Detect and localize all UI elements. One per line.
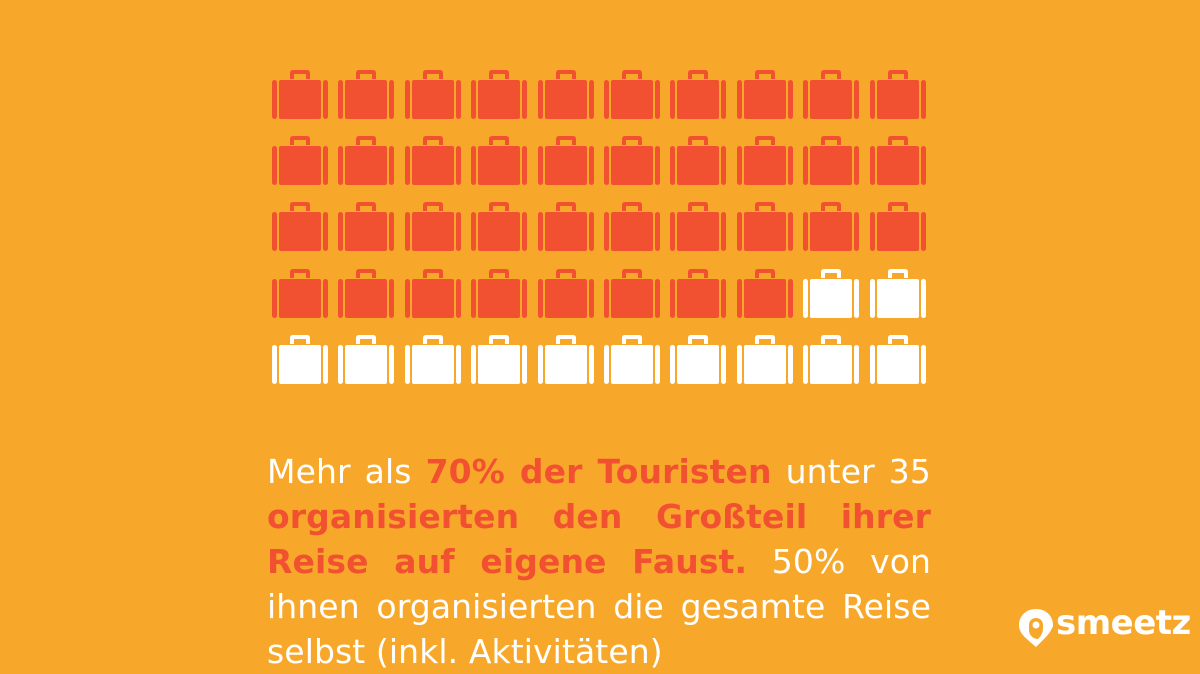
suitcase-icon-filled <box>803 70 860 119</box>
suitcase-icon-empty <box>338 334 395 384</box>
suitcase-icon-filled <box>272 70 328 119</box>
suitcase-icon-filled <box>869 136 926 186</box>
suitcase-icon-filled <box>736 268 793 318</box>
suitcase-icon-filled <box>670 70 727 119</box>
suitcase-icon-filled <box>869 202 926 252</box>
suitcase-icon-filled <box>471 136 528 186</box>
suitcase-icon-filled <box>272 268 328 318</box>
suitcase-icon-empty <box>803 268 860 318</box>
caption-segment: 50% von ihnen organisierten die gesamte … <box>267 542 932 671</box>
suitcase-icon-empty <box>272 334 328 384</box>
suitcase-icon-filled <box>736 202 793 252</box>
suitcase-icon-filled <box>537 268 594 318</box>
suitcase-icon-filled <box>537 70 594 119</box>
suitcase-icon-filled <box>404 268 461 318</box>
smeetz-logo: smeetz <box>1014 600 1191 650</box>
suitcase-icon-filled <box>604 202 660 252</box>
suitcase-icon-filled <box>404 202 461 252</box>
suitcase-icon-filled <box>404 136 461 186</box>
suitcase-icon-grid <box>272 70 926 384</box>
suitcase-icon-filled <box>803 136 860 186</box>
suitcase-icon-filled <box>736 70 793 119</box>
suitcase-icon-filled <box>604 268 660 318</box>
caption-text: Mehr als 70% der Touristen unter 35 orga… <box>267 449 931 674</box>
suitcase-icon-filled <box>670 136 727 186</box>
suitcase-icon-empty <box>869 268 926 318</box>
suitcase-icon-empty <box>604 334 660 384</box>
suitcase-icon-filled <box>803 202 860 252</box>
suitcase-icon-filled <box>670 268 727 318</box>
suitcase-icon-empty <box>471 334 528 384</box>
suitcase-icon-empty <box>803 334 860 384</box>
suitcase-icon-filled <box>471 70 528 119</box>
suitcase-icon-empty <box>670 334 727 384</box>
suitcase-icon-filled <box>272 136 328 186</box>
suitcase-icon-filled <box>471 202 528 252</box>
suitcase-icon-filled <box>869 70 926 119</box>
suitcase-icon-filled <box>338 136 395 186</box>
suitcase-icon-empty <box>736 334 793 384</box>
suitcase-icon-filled <box>338 268 395 318</box>
suitcase-icon-empty <box>404 334 461 384</box>
suitcase-icon-filled <box>537 136 594 186</box>
suitcase-icon-filled <box>338 202 395 252</box>
suitcase-icon-filled <box>471 268 528 318</box>
suitcase-icon-filled <box>670 202 727 252</box>
suitcase-icon-filled <box>404 70 461 119</box>
suitcase-icon-filled <box>537 202 594 252</box>
logo-text: smeetz <box>1056 603 1191 643</box>
suitcase-icon-filled <box>604 136 660 186</box>
suitcase-icon-filled <box>338 70 395 119</box>
suitcase-icon-filled <box>736 136 793 186</box>
caption-segment: Mehr als <box>267 452 426 491</box>
caption-highlight: 70% der Touristen <box>425 452 772 491</box>
caption-highlight: organisierten den Großteil ihrer Reise a… <box>267 497 931 581</box>
suitcase-icon-empty <box>869 334 926 384</box>
suitcase-icon-empty <box>537 334 594 384</box>
caption-segment: unter 35 <box>771 452 931 491</box>
suitcase-icon-filled <box>604 70 660 119</box>
suitcase-icon-filled <box>272 202 328 252</box>
location-pin-icon <box>1019 609 1053 647</box>
